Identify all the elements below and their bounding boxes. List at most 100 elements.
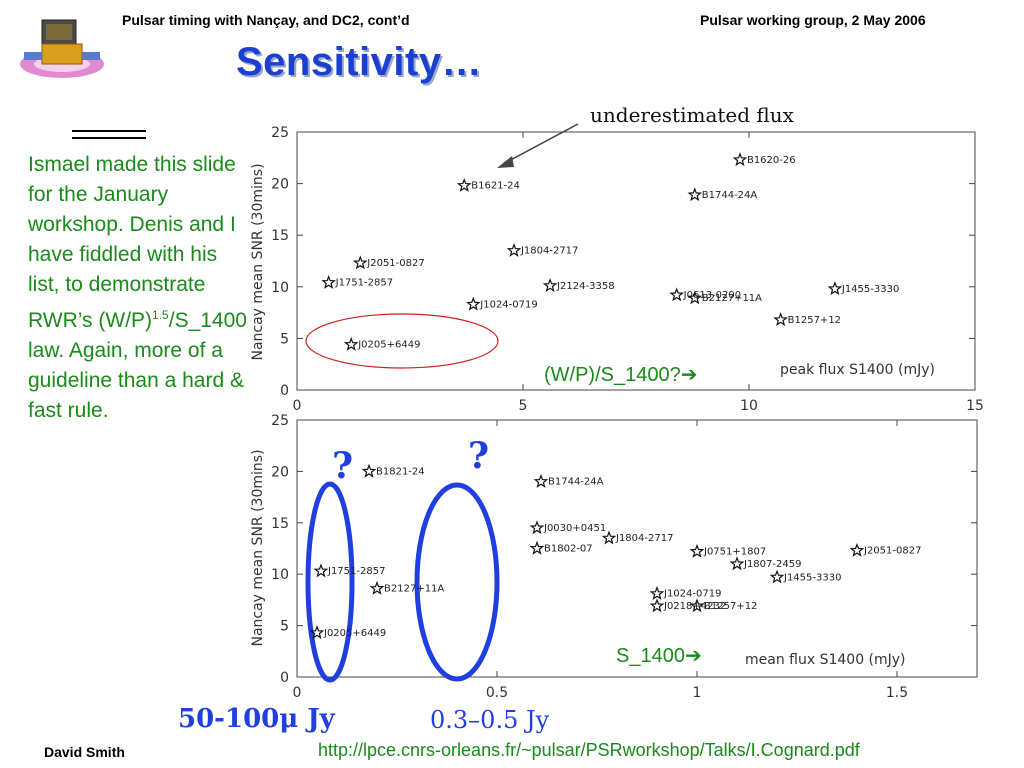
bottom-xlabel: mean flux S1400 (mJy): [745, 652, 906, 668]
highlight-ellipse-low-flux: [305, 481, 355, 683]
bottom-point-label: B2127+11A: [384, 584, 444, 595]
bottom-point-star: [313, 563, 329, 578]
top-point-label: B1744-24A: [702, 190, 758, 201]
bottom-ytick-label: 5: [280, 619, 289, 635]
top-ytick-label: 10: [271, 280, 289, 296]
bottom-point-label: J1804-2717: [615, 533, 673, 544]
top-point-label: B1620-26: [747, 155, 796, 166]
top-xtick-label: 5: [519, 398, 528, 414]
top-ytick-label: 0: [280, 383, 289, 399]
top-point-label: J1751-2857: [335, 278, 393, 289]
bottom-point-star: [689, 543, 705, 558]
bottom-point-label: J1024-0719: [663, 589, 721, 600]
header-right: Pulsar working group, 2 May 2006: [700, 12, 926, 28]
top-point-label: B1257+12: [788, 315, 841, 326]
top-plot-marks: 0 5 10 15 0 5 10 15 20 25 B1620-26 B1621-24 B1744-24…: [271, 125, 984, 414]
satellite-logo-icon: [20, 19, 104, 78]
question-mark-low: ?: [332, 445, 353, 487]
top-ytick-label: 20: [271, 177, 289, 193]
top-ytick-label: 25: [271, 125, 289, 141]
question-mark-high: ?: [468, 435, 489, 477]
body-text: Ismael made this slide for the January w…: [28, 150, 248, 426]
underestimated-arrow: [504, 123, 579, 164]
top-ytick-label: 15: [271, 228, 289, 244]
top-ylabel: Nancay mean SNR (30mins): [250, 163, 266, 360]
bottom-point-label: J1455-3330: [783, 572, 841, 583]
top-point-star: [827, 281, 843, 296]
top-point-star: [456, 177, 472, 192]
top-point-label: J1024-0719: [479, 299, 537, 310]
top-xtick-label: 0: [293, 398, 302, 414]
bottom-ytick-label: 25: [271, 413, 289, 429]
top-point-label: J2124-3358: [556, 281, 614, 292]
top-point-label: J1455-3330: [841, 284, 899, 295]
top-point-star: [542, 278, 558, 292]
body-text-part2: /S_1400 law. Again, more of a guideline …: [28, 309, 247, 422]
bottom-point-label: B1744-24A: [548, 477, 604, 488]
bottom-point-star: [529, 540, 545, 555]
s1400-arrow-label: S_1400➔: [616, 643, 702, 668]
bottom-point-star: [649, 585, 665, 600]
top-point-label: J1804-2717: [520, 246, 578, 257]
bottom-point-label: J0030+0451: [543, 523, 606, 534]
bottom-point-label: B1821-24: [376, 466, 425, 477]
top-point-star: [506, 242, 522, 257]
bottom-point-label: J1751-2857: [327, 566, 385, 577]
bottom-point-star: [309, 625, 325, 640]
bottom-plot-frame: [296, 419, 978, 678]
bottom-point-star: [689, 598, 705, 613]
arrow-right-icon: ➔: [684, 645, 702, 667]
bottom-point-star: [361, 463, 377, 478]
bottom-point-star: [649, 598, 665, 613]
bottom-point-label: J1807-2459: [743, 559, 801, 570]
bottom-xtick-label: 1.5: [886, 685, 908, 701]
top-plot-frame: [296, 131, 976, 391]
bottom-xtick-label: 0.5: [486, 685, 508, 701]
bottom-point-label: J0205+6449: [323, 628, 386, 639]
top-point-star: [687, 290, 703, 305]
top-point-star: [465, 296, 481, 311]
range-high-label: 0.3–0.5 Jy: [430, 706, 550, 734]
top-point-star: [352, 255, 368, 270]
body-text-exponent: 1.5: [152, 308, 169, 322]
range-low-label: 50-100μ Jy: [178, 704, 336, 734]
highlight-ellipse-red: [305, 313, 499, 369]
top-point-label: J0613-0200: [683, 290, 741, 301]
bottom-point-star: [533, 474, 549, 488]
s1400-label-text: S_1400: [616, 645, 685, 667]
top-xlabel: peak flux S1400 (mJy): [780, 362, 935, 378]
body-text-part1: Ismael made this slide for the January w…: [28, 153, 236, 332]
top-point-star: [669, 287, 685, 302]
bottom-point-star: [369, 580, 385, 595]
footer-author: David Smith: [44, 744, 125, 760]
top-point-label: J2051-0827: [366, 258, 424, 269]
arrow-right-icon: ➔: [680, 364, 698, 386]
bottom-point-label: B1802-07: [544, 544, 593, 555]
top-point-label: J0205+6449: [357, 340, 420, 351]
bottom-point-star: [601, 530, 617, 545]
header-left: Pulsar timing with Nançay, and DC2, cont…: [122, 12, 410, 28]
bottom-point-label: B1257+12: [704, 601, 757, 612]
footer-url[interactable]: http://lpce.cnrs-orleans.fr/~pulsar/PSRw…: [318, 740, 860, 760]
bottom-point-label: J2051-0827: [863, 546, 921, 557]
bottom-ylabel: Nancay mean SNR (30mins): [250, 449, 266, 646]
highlight-ellipse-high-flux: [414, 482, 500, 682]
wp-label-text: (W/P)/S_1400?: [544, 364, 681, 386]
bottom-plot-marks: 0 0.5 1 1.5 0 5 10 15 20 25 B1821-24 B1744-24A J0030…: [271, 413, 977, 701]
top-xtick-label: 10: [740, 398, 758, 414]
underestimated-arrow-head: [497, 156, 514, 168]
top-point-star: [343, 336, 359, 351]
top-point-star: [732, 152, 748, 167]
bottom-ytick-label: 10: [271, 567, 289, 583]
top-point-star: [773, 312, 788, 327]
wp-arrow-label: (W/P)/S_1400?➔: [544, 362, 698, 387]
top-point-label: B1621-24: [471, 181, 520, 192]
top-point-star: [687, 187, 703, 202]
bottom-ytick-label: 0: [280, 670, 289, 686]
top-point-star: [321, 274, 336, 289]
underestimated-flux-label: underestimated flux: [590, 103, 795, 127]
bottom-point-star: [729, 556, 745, 571]
bottom-ytick-label: 20: [271, 464, 289, 480]
bottom-xtick-label: 1: [693, 685, 702, 701]
